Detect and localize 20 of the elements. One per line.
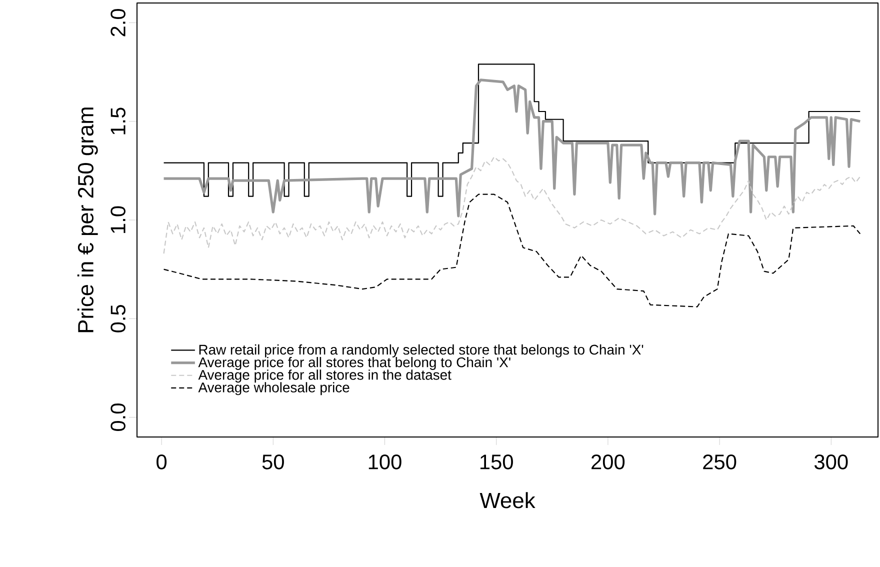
legend-label: Average price for all stores in the dataset [198,370,452,383]
y-axis-title: Price in € per 250 gram [77,108,98,332]
x-tick-label: 200 [592,454,625,470]
x-tick-label: 250 [703,454,736,470]
legend-label: Raw retail price from a randomly selected store that belongs to Chain 'X' [199,344,644,358]
y-tick-label: 1.5 [110,108,126,134]
x-tick-label: 100 [368,454,402,470]
x-tick-label: 50 [262,454,284,470]
y-tick-label: 1.0 [110,206,126,233]
x-axis-title: Week [480,492,536,508]
y-tick-label: 0.0 [110,404,126,431]
legend-label: Average price for all stores that belong to Chain 'X' [198,356,510,370]
x-tick-label: 300 [814,454,848,470]
y-tick-label: 0.5 [110,304,126,332]
legend-label: Average wholesale price [198,382,350,396]
x-tick-label: 150 [480,454,513,470]
line-series [162,78,862,218]
x-tick-label: 0 [156,454,167,470]
y-tick-label: 2.0 [110,9,126,36]
line-series [163,194,861,308]
